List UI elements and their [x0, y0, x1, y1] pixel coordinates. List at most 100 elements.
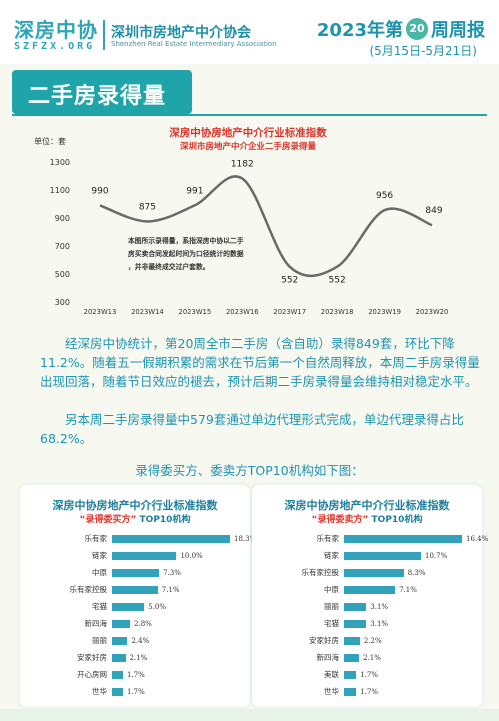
rank-bar [112, 637, 128, 645]
data-label: 875 [139, 203, 156, 213]
rank-value: 10.0% [180, 552, 203, 560]
rank-name: 世华 [92, 687, 107, 696]
y-tick-label: 300 [55, 298, 70, 307]
rank-bar [344, 552, 421, 560]
rank-row: 乐有家 18.3% [20, 533, 256, 545]
rank-value: 2.1% [363, 654, 381, 662]
rank-bar [112, 671, 123, 679]
x-tick-label: 2023W14 [131, 308, 164, 316]
x-tick-label: 2023W16 [226, 308, 259, 316]
data-label: 552 [281, 276, 298, 286]
x-tick-label: 2023W20 [416, 308, 449, 316]
logo-cn-text: 深房中协 [14, 18, 98, 42]
rank-row: 安家好房 2.1% [20, 652, 250, 664]
y-tick-label: 700 [55, 242, 70, 251]
rank-value: 5.0% [148, 603, 167, 611]
rank-value: 1.7% [126, 688, 145, 696]
rank-bar [344, 620, 367, 628]
rank-value: 1.7% [126, 671, 145, 679]
rank-name: 链家 [324, 551, 339, 560]
rank-name: 宅猫 [324, 619, 339, 628]
y-tick-label: 500 [55, 270, 70, 279]
rank-row: 新四海 2.8% [20, 618, 250, 630]
rank-name: 宅猫 [92, 602, 107, 611]
data-labels: 990 875 991 1182 552 552 956 849 [91, 160, 442, 286]
rank-bar [112, 688, 123, 696]
rank-name: 乐有家 [84, 534, 108, 543]
rank-bar [344, 586, 396, 594]
rank-row: 乐有家控股 7.1% [20, 584, 250, 596]
buyer-panel-subtitle: “录得委买方” TOP10机构 [20, 512, 250, 525]
rank-row: 宅猫 5.0% [20, 601, 250, 613]
rank-name: 新四海 [316, 653, 340, 662]
rank-bar [344, 569, 404, 577]
rank-bar [344, 637, 360, 645]
seller-panel-sub-plain: TOP10机构 [371, 515, 423, 525]
data-label: 956 [376, 191, 393, 201]
rank-bar [112, 586, 158, 594]
x-tick-label: 2023W17 [273, 308, 306, 316]
line-chart: 深房中协房地产中介行业标准指数 深圳市房地产中介企业二手房录得量 单位：套 13… [34, 126, 449, 316]
rank-value: 3.1% [370, 620, 389, 628]
rank-value: 2.2% [363, 637, 382, 645]
rank-value: 2.8% [134, 620, 152, 628]
rank-name: 世华 [324, 687, 339, 696]
rank-row: 世华 1.7% [252, 686, 482, 698]
rank-value: 2.4% [131, 637, 150, 645]
rank-bar [112, 603, 145, 611]
rank-name: 开心房网 [77, 670, 107, 679]
rank-value: 8.3% [407, 569, 426, 577]
buyer-panel-title: 深房中协房地产中介行业标准指数 [52, 499, 218, 512]
rank-value: 18.3% [234, 535, 257, 543]
rank-row: 丽丽 3.1% [252, 601, 482, 613]
rank-name: 链家 [92, 551, 107, 560]
section-title: 二手房录得量 [28, 84, 167, 109]
week-number-badge: 20 [406, 18, 428, 40]
rank-name: 丽丽 [324, 602, 339, 611]
logo-divider [103, 20, 105, 50]
rank-name: 新四海 [84, 619, 108, 628]
rank-value: 7.1% [161, 586, 180, 594]
rank-name: 乐有家控股 [69, 585, 108, 594]
logo-en-text: SZFZX.ORG [14, 41, 96, 52]
org-name-cn: 深圳市房地产中介协会 [111, 25, 251, 41]
date-range: (5月15日-5月21日) [369, 44, 477, 58]
rank-value: 7.1% [399, 586, 417, 594]
buyer-panel-sub-plain: TOP10机构 [139, 515, 191, 525]
data-label: 849 [425, 206, 442, 216]
data-label: 991 [186, 186, 203, 196]
buyer-panel-sub-red: “录得委买方” [79, 515, 137, 525]
footer-band [0, 709, 499, 721]
section-divider [12, 114, 487, 116]
rank-bar [112, 552, 177, 560]
rank-name: 乐有家控股 [301, 568, 340, 577]
data-label: 552 [329, 276, 346, 286]
rank-value: 1.7% [360, 688, 379, 696]
rank-value: 10.7% [424, 552, 448, 560]
seller-panel-sub-red: “录得委卖方” [311, 515, 369, 525]
rank-row: 链家 10.0% [20, 550, 250, 562]
rank-name: 中原 [324, 585, 339, 594]
rank-row: 链家 10.7% [252, 550, 482, 562]
rank-value: 3.1% [370, 603, 389, 611]
page-header: 深房中协 SZFZX.ORG 深圳市房地产中介协会 Shenzhen Real … [0, 0, 499, 64]
summary-paragraph-2: 另本周二手房录得量中579套通过单边代理形式完成，单边代理录得占比68.2%。 [40, 412, 464, 446]
rank-bar [344, 671, 357, 679]
rank-row: 乐有家控股 8.3% [252, 567, 482, 579]
y-tick-label: 1300 [50, 158, 70, 167]
rank-name: 中原 [92, 568, 107, 577]
rank-name: 安家好房 [77, 653, 107, 662]
rank-bar [344, 535, 462, 543]
logo: 深房中协 SZFZX.ORG [14, 14, 98, 52]
rank-bar [112, 535, 230, 543]
data-label: 990 [91, 186, 108, 196]
rank-value: 1.7% [360, 671, 379, 679]
seller-panel-title: 深房中协房地产中介行业标准指数 [284, 499, 450, 512]
org-name-en: Shenzhen Real Estate Intermediary Associ… [111, 40, 277, 48]
line-chart-area: 深房中协房地产中介行业标准指数 深圳市房地产中介企业二手房录得量 单位：套 13… [0, 120, 499, 325]
rank-name: 丽丽 [92, 636, 107, 645]
x-tick-label: 2023W15 [179, 308, 212, 316]
rank-row: 乐有家 16.4% [252, 533, 488, 545]
rank-row: 丽丽 2.4% [20, 635, 250, 647]
rank-bar [112, 569, 160, 577]
